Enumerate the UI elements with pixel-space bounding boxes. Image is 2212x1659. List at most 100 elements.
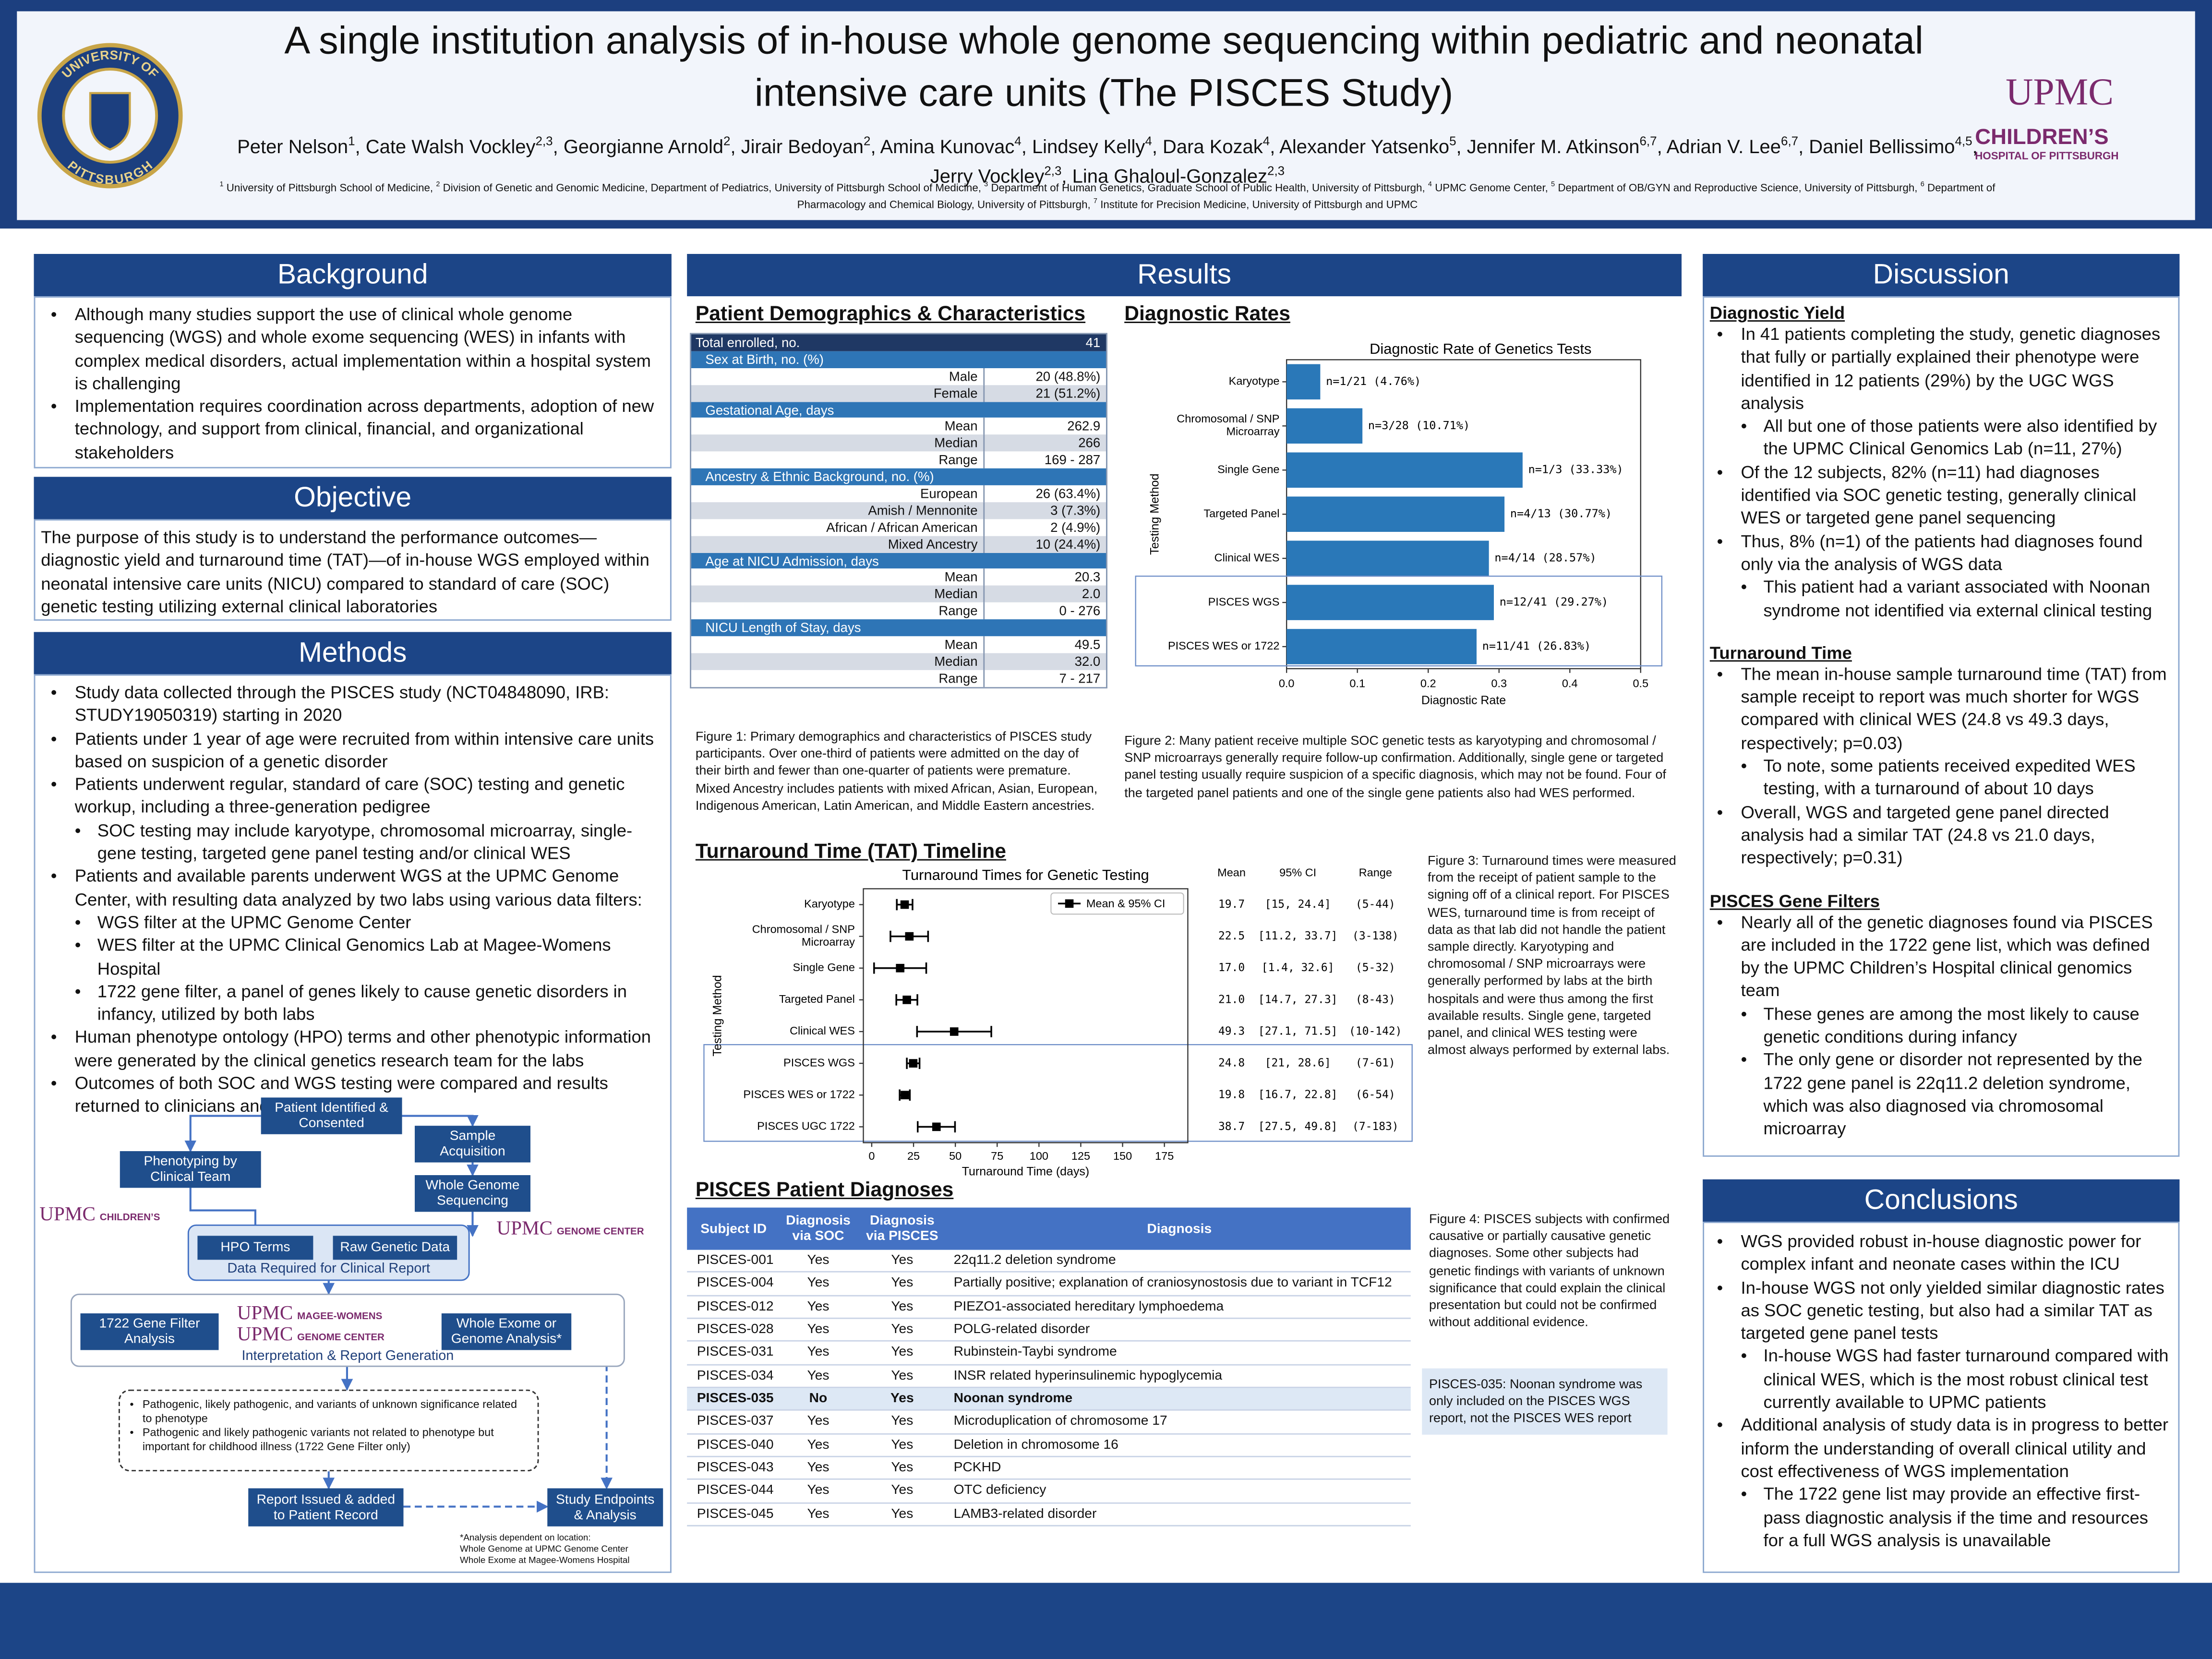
superscript: 2,3	[1044, 163, 1062, 178]
table-row: Range 0 - 276	[691, 602, 1106, 620]
sub-bullet: All but one of those patients were also …	[1710, 415, 2173, 461]
text-segment: , Jirair Bedoyan	[730, 136, 864, 157]
x-tick-label: 100	[1030, 1150, 1048, 1162]
table-row: Range 7 - 217	[691, 670, 1106, 687]
partner-logo: UPMC GENOME CENTER	[237, 1322, 385, 1347]
table-row: Range 169 - 287	[691, 452, 1106, 469]
error-bar	[916, 1026, 992, 1037]
table-cell: European	[691, 485, 985, 502]
table-cell: Range	[691, 602, 985, 620]
value-label: n=12/41 (29.27%)	[1500, 595, 1608, 609]
table-header-cell: Diagnosis via PISCES	[866, 1213, 938, 1245]
table-cell: 3 (7.3%)	[1050, 502, 1101, 518]
y-axis-label: Testing Method	[1148, 474, 1161, 555]
table-cell: African / African American	[691, 518, 985, 536]
bar	[1286, 585, 1494, 620]
stats-cell: (7-61)	[1356, 1057, 1395, 1070]
legend-box	[1050, 892, 1184, 915]
flow-node: Whole Genome Sequencing	[415, 1175, 530, 1212]
table-row: Mean 262.9	[691, 418, 1106, 435]
text-segment: , Alexander Yatsenko	[1270, 136, 1450, 157]
table-header-cell: Diagnosis via SOC	[786, 1213, 851, 1245]
sub-bullet: 1722 gene filter, a panel of genes likel…	[44, 980, 661, 1026]
stats-cell: 38.7	[1218, 1120, 1245, 1133]
demographics-table: Total enrolled, no. 41 Sex at Birth, no. (…	[690, 333, 1107, 688]
y-tick-label: Single Gene	[1217, 463, 1279, 475]
objective-text: The purpose of this study is to understa…	[41, 528, 649, 616]
bullet: Study data collected through the PISCES …	[44, 681, 661, 727]
bar	[1286, 408, 1363, 444]
x-tick-label: 150	[1113, 1150, 1132, 1162]
table-group-heading: Age at NICU Admission, days	[705, 552, 879, 568]
table-row: Median 266	[691, 435, 1106, 452]
superscript: 6,7	[1781, 134, 1799, 148]
y-tick-label: Targeted Panel	[1203, 507, 1279, 519]
bullet: In-house WGS not only yielded similar di…	[1710, 1276, 2173, 1345]
value-label: n=1/3 (33.33%)	[1528, 463, 1623, 476]
note-box: PISCES-035: Noonan syndrome was only inc…	[1422, 1368, 1668, 1434]
sub-bullet: These genes are among the most likely to…	[1710, 1003, 2173, 1049]
table-cell: Total enrolled, no.	[695, 334, 800, 350]
table-cell: PISCES-044	[697, 1483, 774, 1499]
background-box: Although many studies support the use of…	[34, 296, 672, 469]
x-tick-label: 75	[991, 1150, 1003, 1162]
table-cell: 49.5	[1074, 636, 1101, 652]
discussion-heading: Diagnostic Yield	[1709, 303, 1845, 323]
footnote-line: Whole Exome at Magee-Womens Hospital	[460, 1556, 630, 1566]
table-row: PISCES-035 No Yes Noonan syndrome	[687, 1388, 1411, 1411]
table-group-heading: Gestational Age, days	[705, 401, 834, 417]
figure-caption: Figure 1: Primary demographics and chara…	[695, 729, 1098, 813]
text-segment: Institute for Precision Medicine, Univer…	[1097, 197, 1418, 211]
table-cell: 21 (51.2%)	[1035, 385, 1101, 400]
table-cell: No	[809, 1391, 828, 1407]
table-row: PISCES-043 Yes Yes PCKHD	[687, 1457, 1411, 1480]
stats-cell: [11.2, 33.7]	[1258, 930, 1337, 942]
x-tick-label: 125	[1071, 1150, 1090, 1162]
table-cell: Yes	[890, 1391, 914, 1407]
highlight-box	[1135, 576, 1663, 667]
table-cell: 266	[1078, 435, 1101, 451]
logo-brand: UPMC	[496, 1219, 553, 1240]
x-tick-label: 50	[949, 1150, 962, 1162]
table-cell: Yes	[891, 1414, 914, 1430]
error-bar	[896, 899, 914, 911]
sub-bullet: In-house WGS had faster turnaround compa…	[1710, 1345, 2173, 1414]
superscript: 2,3	[1267, 163, 1285, 178]
x-tick-label: 0	[868, 1150, 875, 1162]
error-bar	[899, 1089, 911, 1101]
table-row: PISCES-001 Yes Yes 22q11.2 deletion syndrom…	[687, 1250, 1411, 1273]
sub-bullet: SOC testing may include karyotype, chrom…	[44, 819, 661, 866]
table-cell: PISCES-031	[697, 1345, 774, 1360]
x-axis-label: Diagnostic Rate	[1421, 694, 1506, 707]
error-bar	[895, 994, 918, 1006]
figure-caption: Figure 4: PISCES subjects with confirmed…	[1429, 1212, 1670, 1329]
table-cell: PCKHD	[953, 1460, 1001, 1476]
table-cell: Yes	[891, 1437, 914, 1453]
y-tick-label: PISCES WGS	[783, 1056, 855, 1069]
table-cell: Female	[691, 385, 985, 402]
table-cell: Yes	[807, 1414, 830, 1430]
legend-marker	[1065, 899, 1074, 908]
mean-marker	[932, 1122, 941, 1131]
table-cell: 2 (4.9%)	[1050, 518, 1101, 535]
text-segment: , Dara Kozak	[1152, 136, 1263, 157]
partner-logo: UPMC CHILDREN’S	[39, 1202, 160, 1227]
footnote-line: Whole Genome at UPMC Genome Center	[460, 1544, 628, 1555]
figure-caption: Figure 3: Turnaround times were measured…	[1428, 853, 1676, 1057]
hospital-logo: HOSPITAL OF PITTSBURGH	[1975, 149, 2119, 162]
x-tick-label: 0.1	[1349, 677, 1365, 690]
superscript: 2	[864, 134, 871, 148]
table-header-row: Subject ID Diagnosis via SOC Diagnosis via…	[687, 1207, 1411, 1250]
objective-box: The purpose of this study is to understa…	[34, 519, 672, 621]
stats-cell: (6-54)	[1356, 1089, 1395, 1101]
table-cell: PISCES-034	[697, 1368, 774, 1383]
error-bar	[873, 962, 927, 974]
mean-marker	[896, 963, 904, 973]
subsection-title: Turnaround Time (TAT) Timeline	[695, 841, 1006, 864]
stats-header: Mean	[1217, 866, 1246, 878]
table-cell: Yes	[891, 1275, 914, 1291]
table-row: Gestational Age, days	[691, 401, 1106, 419]
affiliations: 1 University of Pittsburgh School of Med…	[212, 179, 2003, 212]
table-row: PISCES-045 Yes Yes LAMB3-related disorder	[687, 1503, 1411, 1527]
table-cell: PISCES-004	[697, 1275, 774, 1291]
